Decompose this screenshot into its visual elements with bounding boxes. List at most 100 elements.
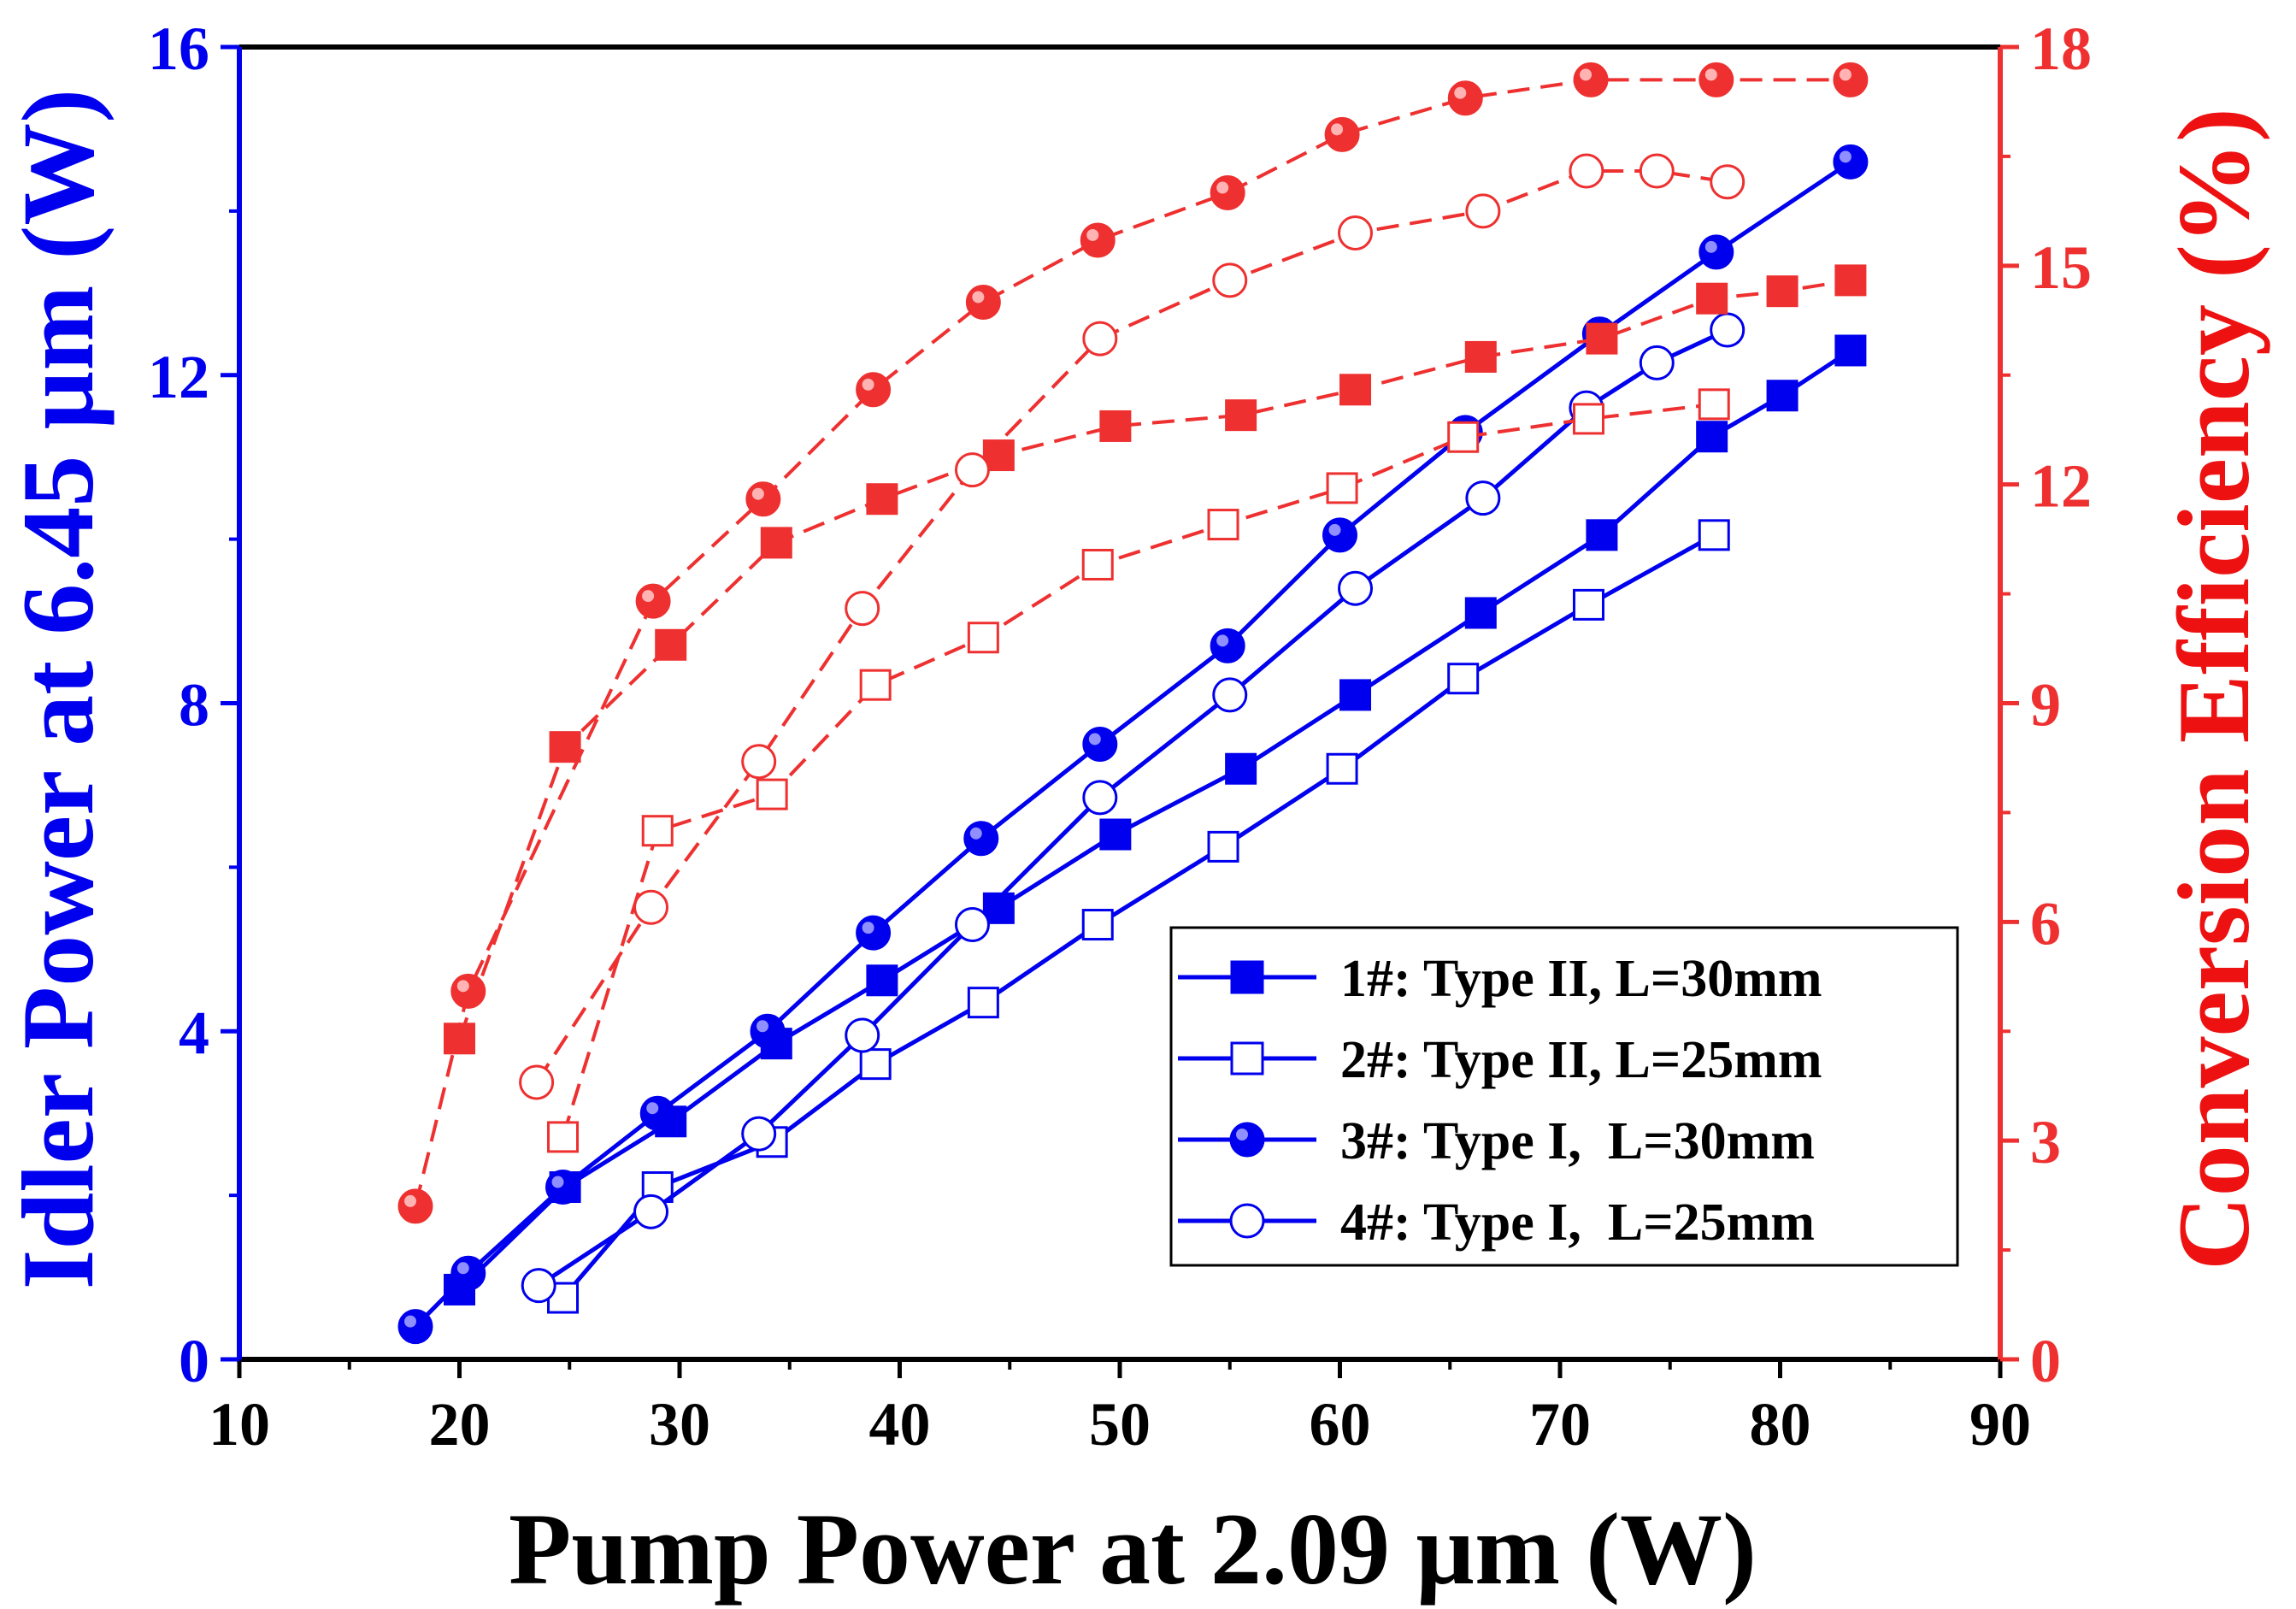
series-6 xyxy=(547,388,1730,1153)
data-point-s5-10 xyxy=(1464,340,1497,373)
data-point-s4-8 xyxy=(1338,570,1374,606)
data-point-s4-4 xyxy=(845,1017,880,1053)
data-point-s3-5-highlight xyxy=(757,1020,768,1033)
data-point-s6-4 xyxy=(859,669,892,701)
data-point-s3-13 xyxy=(1698,234,1734,270)
data-point-s2-10 xyxy=(1572,588,1604,621)
data-point-s7-8 xyxy=(1210,175,1245,211)
data-point-s7-11-highlight xyxy=(1580,68,1592,81)
y-right-tick-label-6: 15 xyxy=(2030,233,2092,302)
data-point-s6-9 xyxy=(1447,421,1480,453)
y-right-tick-label-7: 18 xyxy=(2030,15,2092,83)
data-point-s3-6 xyxy=(856,915,892,951)
data-point-s6-10 xyxy=(1572,403,1604,435)
y-right-tick-label-5: 12 xyxy=(2030,452,2092,521)
data-point-s3-4 xyxy=(639,1095,675,1131)
x-tick-label-1: 10 xyxy=(209,1390,270,1459)
data-point-s1-8 xyxy=(1225,752,1257,785)
legend-entry-4: 4#: Type I, L=25mm xyxy=(1178,1193,1815,1252)
y-left-tick-label-2: 4 xyxy=(179,999,209,1067)
data-point-s2-9 xyxy=(1447,663,1480,695)
x-tick-label-7: 70 xyxy=(1529,1390,1591,1459)
data-point-s7-1 xyxy=(397,1188,433,1224)
data-point-s1-10 xyxy=(1464,597,1497,629)
data-point-s8-12 xyxy=(1710,164,1746,200)
data-point-s8-2 xyxy=(633,889,669,925)
y-left-tick-label-1: 0 xyxy=(179,1327,209,1395)
data-point-s2-6 xyxy=(1081,909,1114,941)
data-point-s3-8-highlight xyxy=(1088,733,1101,746)
data-point-s3-3 xyxy=(545,1170,581,1205)
y-right-tick-label-3: 6 xyxy=(2030,889,2061,958)
data-point-s2-1 xyxy=(547,1282,580,1314)
y-right-tick-label-2: 3 xyxy=(2030,1108,2061,1176)
data-point-s2-5 xyxy=(967,987,999,1019)
data-point-s6-3 xyxy=(756,778,788,810)
series-3-line xyxy=(414,160,1852,1329)
series-1-line xyxy=(457,348,1852,1292)
data-point-s4-9 xyxy=(1465,480,1501,516)
legend: 1#: Type II, L=30mm 2#: Type II, L=25mm … xyxy=(1169,926,1959,1267)
data-point-s7-7 xyxy=(1080,222,1116,258)
data-point-s5-4 xyxy=(760,527,792,559)
y-right-tick-label-4: 9 xyxy=(2030,671,2061,740)
data-point-s1-7 xyxy=(1099,818,1132,851)
data-point-s6-5 xyxy=(967,622,999,654)
x-tick-label-6: 60 xyxy=(1310,1390,1371,1459)
data-point-s7-10 xyxy=(1447,80,1483,116)
data-point-s3-5 xyxy=(750,1013,786,1049)
data-point-s7-2 xyxy=(450,973,486,1009)
data-point-s4-3 xyxy=(741,1116,777,1152)
data-point-s5-11 xyxy=(1586,322,1618,355)
data-point-s7-9 xyxy=(1324,116,1360,152)
data-point-s7-1-highlight xyxy=(404,1194,416,1207)
legend-entry-3: 3#: Type I, L=30mm xyxy=(1178,1112,1815,1170)
data-point-s6-11 xyxy=(1698,388,1730,421)
data-point-s3-9 xyxy=(1210,628,1245,663)
data-point-s3-7-highlight xyxy=(969,827,982,840)
data-point-s6-1 xyxy=(547,1121,580,1153)
data-point-s7-2-highlight xyxy=(456,980,469,993)
data-point-s3-2 xyxy=(450,1255,486,1291)
legend-entry-2: 2#: Type II, L=25mm xyxy=(1178,1031,1822,1089)
data-point-s8-8 xyxy=(1338,215,1374,250)
data-point-s7-6-highlight xyxy=(972,291,985,304)
data-point-s7-5 xyxy=(856,372,892,408)
y-right-tick-label-1: 0 xyxy=(2030,1327,2061,1395)
data-point-s7-12 xyxy=(1698,62,1734,97)
x-tick-label-5: 50 xyxy=(1089,1390,1151,1459)
data-point-s6-7 xyxy=(1207,509,1239,541)
data-point-s5-14 xyxy=(1834,264,1867,297)
data-point-s1-9 xyxy=(1339,679,1372,711)
y-left-tick-label-4: 12 xyxy=(148,343,209,411)
data-point-s7-12-highlight xyxy=(1704,68,1717,81)
x-tick-label-8: 80 xyxy=(1750,1390,1811,1459)
x-tick-label-9: 90 xyxy=(1969,1390,2031,1459)
legend-label-3: 3#: Type I, L=30mm xyxy=(1340,1112,1815,1170)
data-point-s7-8-highlight xyxy=(1216,181,1229,194)
legend-marker-3 xyxy=(1229,1122,1265,1158)
data-point-s5-3 xyxy=(655,628,687,661)
data-point-s7-13 xyxy=(1833,62,1869,97)
data-point-s3-8 xyxy=(1082,726,1118,762)
plot-area xyxy=(397,62,1869,1345)
data-point-s5-9 xyxy=(1339,374,1372,406)
data-point-s5-2 xyxy=(549,731,581,763)
x-tick-label-3: 30 xyxy=(649,1390,710,1459)
series-5-line xyxy=(457,278,1852,1040)
data-point-s4-2 xyxy=(633,1193,669,1229)
x-axis-title: Pump Power at 2.09 µm (W) xyxy=(509,1492,1757,1606)
data-point-s3-14-highlight xyxy=(1839,150,1852,163)
data-point-s5-8 xyxy=(1225,399,1257,432)
legend-entry-1: 1#: Type II, L=30mm xyxy=(1178,950,1822,1008)
legend-marker-2 xyxy=(1230,1041,1264,1076)
data-point-s5-5 xyxy=(866,483,898,516)
data-point-s6-8 xyxy=(1326,472,1358,504)
data-point-s4-12 xyxy=(1710,312,1746,348)
data-point-s3-14 xyxy=(1833,144,1869,180)
data-point-s4-7 xyxy=(1212,677,1248,713)
data-point-s7-5-highlight xyxy=(862,378,874,391)
data-point-s7-3-highlight xyxy=(642,590,655,603)
